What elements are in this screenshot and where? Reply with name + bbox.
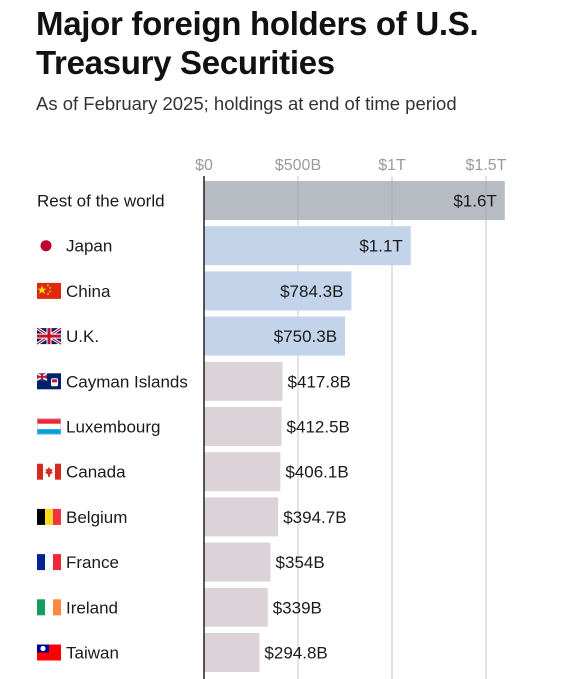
category-label: Rest of the world — [37, 192, 165, 211]
uk-flag — [36, 326, 62, 346]
bar — [204, 542, 271, 582]
category-label: Luxembourg — [66, 418, 161, 437]
bar — [204, 407, 282, 446]
x-tick-label: $500B — [275, 157, 321, 174]
value-label: $339B — [273, 598, 322, 617]
china-flag — [37, 282, 61, 299]
x-tick-label: $1T — [378, 157, 406, 174]
bar — [204, 226, 411, 266]
taiwan-flag — [37, 644, 61, 661]
france-flag — [37, 554, 61, 571]
bar — [204, 497, 279, 537]
bar — [204, 587, 268, 627]
category-label: Ireland — [66, 598, 118, 617]
bar — [204, 316, 346, 356]
belgium-flag — [37, 508, 61, 525]
value-label: $417.8B — [288, 372, 351, 391]
value-label: $750.3B — [274, 327, 337, 346]
ireland-flag — [37, 599, 61, 616]
bar — [204, 181, 505, 220]
category-label: Canada — [66, 463, 126, 482]
bar — [204, 452, 281, 492]
chart-title: Major foreign holders of U.S. Treasury S… — [36, 5, 479, 81]
category-label: France — [66, 553, 119, 572]
chart-subtitle: As of February 2025; holdings at end of … — [36, 93, 457, 114]
value-label: $294.8B — [264, 644, 327, 663]
category-label: Belgium — [66, 508, 127, 527]
value-label: $1.1T — [359, 237, 402, 256]
value-label: $412.5B — [287, 418, 350, 437]
bar — [204, 361, 283, 401]
category-label: Cayman Islands — [66, 372, 188, 391]
bar — [204, 271, 352, 311]
x-tick-label: $0 — [195, 157, 213, 174]
category-label: U.K. — [66, 327, 99, 346]
value-label: $406.1B — [285, 463, 348, 482]
luxembourg-flag — [37, 418, 61, 435]
value-label: $784.3B — [280, 282, 343, 301]
x-tick-label: $1.5T — [466, 157, 507, 174]
canada-flag — [37, 463, 61, 480]
value-label: $394.7B — [283, 508, 346, 527]
category-label: China — [66, 282, 111, 301]
category-label: Taiwan — [66, 644, 119, 663]
japan-flag — [40, 240, 52, 252]
value-label: $354B — [276, 553, 325, 572]
bar — [204, 633, 260, 672]
category-label: Japan — [66, 237, 112, 256]
value-label: $1.6T — [453, 192, 496, 211]
cayman-islands-flag — [36, 372, 61, 390]
